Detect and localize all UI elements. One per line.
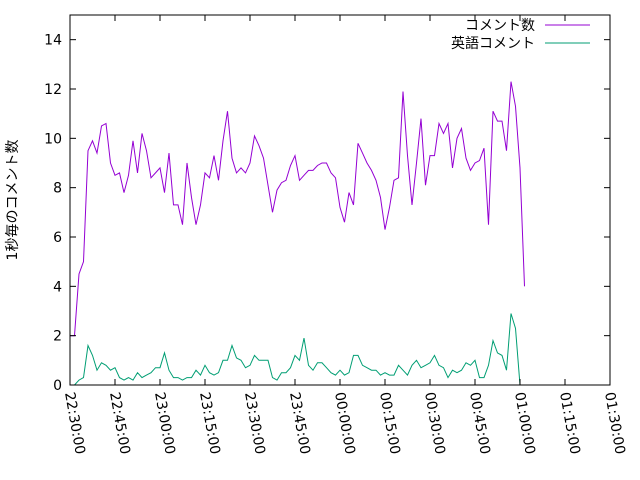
y-tick-label: 4 — [53, 279, 62, 295]
x-tick-label: 00:00:00 — [331, 391, 358, 456]
x-tick-label: 01:30:00 — [601, 391, 628, 456]
series-line-2 — [70, 313, 521, 386]
x-tick-label: 01:15:00 — [556, 391, 583, 456]
x-ticks: 22:30:00 22:45:00 23:00:00 23:15:00 23:30:00… — [61, 15, 628, 456]
x-tick-label: 00:15:00 — [376, 391, 403, 456]
x-tick-label: 23:00:00 — [151, 391, 178, 456]
x-tick-label: 22:30:00 — [61, 391, 88, 456]
legend-label: コメント数 — [465, 18, 535, 34]
y-axis-label: 1秒毎のコメント数 — [5, 140, 21, 261]
x-tick-label: 01:00:00 — [511, 391, 538, 456]
plot-frame — [69, 14, 611, 386]
x-tick-label: 22:45:00 — [106, 391, 133, 456]
y-tick-label: 6 — [53, 230, 62, 246]
x-tick-label: 00:30:00 — [421, 391, 448, 456]
y-tick-label: 10 — [44, 131, 62, 147]
y-tick-label: 2 — [53, 329, 62, 345]
x-tick-label: 00:45:00 — [466, 391, 493, 456]
series-line-1 — [70, 81, 525, 337]
legend-label: 英語コメント — [451, 35, 535, 52]
y-tick-label: 12 — [44, 82, 62, 98]
x-tick-label: 23:45:00 — [286, 391, 313, 456]
y-tick-label: 0 — [53, 378, 62, 394]
x-tick-label: 23:30:00 — [241, 391, 268, 456]
y-tick-label: 14 — [44, 33, 62, 49]
y-tick-label: 8 — [53, 181, 62, 197]
y-ticks: 0 2 4 6 8 10 12 14 — [44, 33, 610, 394]
series-layer — [70, 81, 525, 386]
x-tick-label: 23:15:00 — [196, 391, 223, 456]
